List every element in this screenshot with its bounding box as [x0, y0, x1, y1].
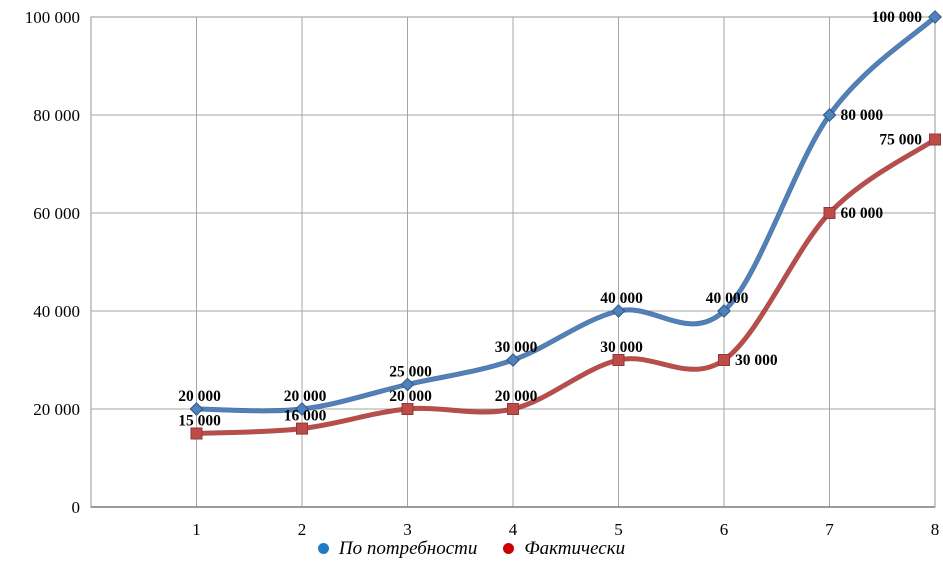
- square-marker: [823, 207, 836, 219]
- data-label: 30 000: [735, 352, 778, 369]
- x-tick-label: 6: [720, 520, 729, 539]
- square-marker: [190, 427, 203, 440]
- data-label: 20 000: [495, 388, 538, 405]
- diamond-marker: [400, 377, 415, 392]
- x-tick-label: 2: [298, 520, 307, 539]
- legend-circle-marker-blue: [317, 543, 329, 554]
- x-tick-label: 8: [931, 520, 940, 539]
- square-marker: [296, 422, 308, 435]
- chart-canvas: 0 20 000 40 000 60 000 80 000 100 000 1 2 3 4 5 6 7 8…: [25, 8, 942, 539]
- data-labels: 20 000 20 000 25 000 30 000 40 000 40 000 80 0…: [178, 9, 922, 430]
- data-label: 75 000: [879, 132, 922, 149]
- data-label: 15 000: [178, 413, 221, 430]
- series-0: [189, 10, 942, 416]
- x-tick-label: 3: [403, 520, 412, 539]
- data-label: 25 000: [389, 364, 432, 381]
- gridlines: 0 20 000 40 000 60 000 80 000 100 000 1 2 3 4 5 6 7 8: [25, 8, 940, 539]
- data-label: 80 000: [841, 107, 884, 124]
- y-tick-label: 40 000: [33, 302, 80, 321]
- diamond-marker: [189, 402, 204, 416]
- data-label: 100 000: [872, 9, 923, 26]
- diamond-marker: [717, 304, 731, 318]
- data-label: 40 000: [600, 290, 643, 307]
- x-tick-label: 1: [192, 520, 201, 539]
- series-line: [194, 15, 937, 413]
- diamond-marker: [295, 402, 309, 416]
- chart-legend: По потребности Фактически: [0, 539, 943, 558]
- legend-label-series-1: По потребности: [338, 538, 478, 559]
- square-marker: [401, 403, 414, 415]
- data-label: 20 000: [178, 388, 221, 405]
- diamond-marker: [928, 10, 942, 24]
- y-tick-label: 100 000: [25, 8, 80, 27]
- data-label: 30 000: [600, 339, 643, 356]
- x-tick-label: 5: [614, 520, 623, 539]
- x-tick-label: 4: [509, 520, 518, 539]
- data-label: 16 000: [284, 408, 327, 425]
- legend-item-po-potrebnosti: По потребности: [317, 538, 478, 559]
- y-tick-label: 80 000: [33, 106, 80, 125]
- diamond-marker: [506, 353, 520, 367]
- data-label: 20 000: [389, 388, 432, 405]
- y-tick-label: 60 000: [33, 204, 80, 223]
- diamond-marker: [822, 108, 837, 122]
- series-line: [194, 137, 937, 436]
- square-marker: [718, 354, 730, 366]
- legend-item-fakticheski: Фактически: [503, 539, 625, 558]
- data-label: 30 000: [495, 339, 538, 356]
- square-marker: [612, 354, 625, 366]
- diamond-marker: [611, 304, 626, 318]
- series-1: [190, 133, 941, 440]
- y-tick-label: 0: [72, 498, 81, 517]
- data-label: 20 000: [284, 388, 327, 405]
- legend-label-series-2: Фактически: [524, 538, 626, 559]
- data-label: 40 000: [706, 290, 749, 307]
- square-marker: [507, 403, 519, 415]
- x-tick-label: 7: [825, 520, 834, 539]
- y-tick-label: 20 000: [33, 400, 80, 419]
- square-marker: [929, 133, 941, 146]
- data-label: 60 000: [841, 205, 884, 222]
- legend-circle-marker-red: [503, 543, 515, 554]
